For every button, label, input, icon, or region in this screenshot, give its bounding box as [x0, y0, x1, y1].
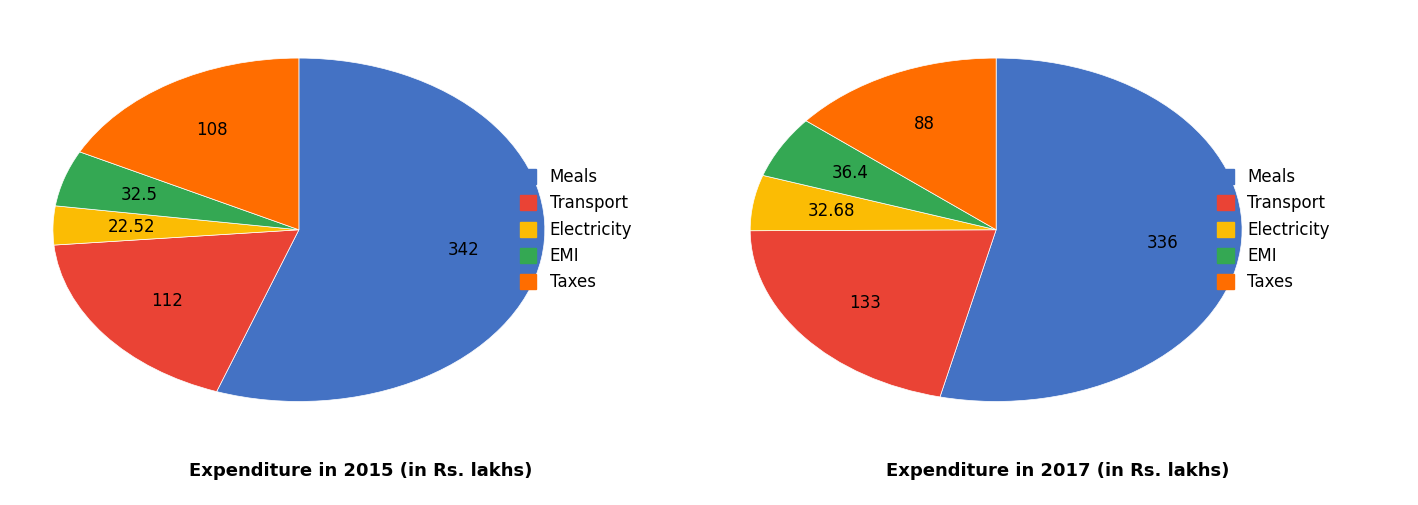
Text: 88: 88 — [915, 115, 934, 133]
Wedge shape — [52, 206, 299, 245]
Legend: Meals, Transport, Electricity, EMI, Taxes: Meals, Transport, Electricity, EMI, Taxe… — [1212, 163, 1334, 296]
Text: 32.5: 32.5 — [121, 186, 157, 204]
Wedge shape — [763, 121, 995, 230]
Text: 108: 108 — [196, 121, 227, 139]
Wedge shape — [805, 58, 995, 230]
Text: 133: 133 — [849, 293, 882, 312]
Wedge shape — [940, 58, 1242, 401]
Text: 336: 336 — [1146, 234, 1178, 252]
Wedge shape — [79, 58, 299, 230]
Text: 342: 342 — [448, 240, 479, 259]
Wedge shape — [750, 230, 995, 397]
Wedge shape — [55, 152, 299, 230]
Text: Expenditure in 2015 (in Rs. lakhs): Expenditure in 2015 (in Rs. lakhs) — [189, 462, 532, 480]
Wedge shape — [217, 58, 545, 401]
Text: 32.68: 32.68 — [807, 203, 855, 220]
Legend: Meals, Transport, Electricity, EMI, Taxes: Meals, Transport, Electricity, EMI, Taxe… — [515, 163, 637, 296]
Wedge shape — [750, 175, 995, 231]
Text: 22.52: 22.52 — [108, 218, 156, 236]
Wedge shape — [54, 230, 299, 391]
Text: 112: 112 — [150, 292, 183, 310]
Text: Expenditure in 2017 (in Rs. lakhs): Expenditure in 2017 (in Rs. lakhs) — [886, 462, 1229, 480]
Text: 36.4: 36.4 — [831, 164, 868, 182]
